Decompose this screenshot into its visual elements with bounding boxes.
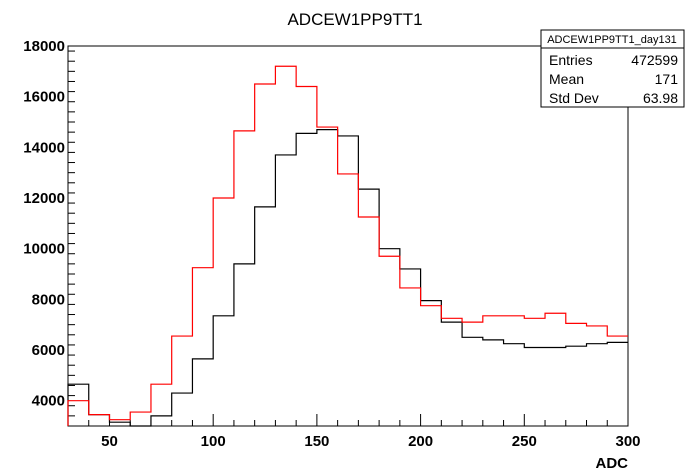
histogram-series-2 [67, 65, 628, 426]
y-tick-label: 10000 [23, 241, 65, 258]
x-axis: 50 100 150 200 250 300 [67, 414, 641, 450]
series-group [67, 65, 628, 427]
x-tick-label: 100 [201, 433, 226, 450]
y-tick-label: 6000 [32, 342, 65, 359]
stats-entries-label: Entries [549, 52, 593, 68]
x-axis-title: ADC [596, 455, 629, 472]
chart-title: ADCEW1PP9TT1 [287, 10, 422, 29]
stats-stddev-label: Std Dev [549, 90, 599, 106]
y-axis: 4000 6000 8000 10000 12000 14000 16000 18000 [23, 38, 75, 427]
stats-box-frame [540, 29, 685, 108]
plot-frame [67, 45, 629, 427]
y-tick-label: 14000 [23, 139, 65, 156]
stats-mean-label: Mean [549, 71, 584, 87]
x-tick-label: 50 [101, 433, 118, 450]
y-tick-label: 16000 [23, 89, 65, 106]
y-tick-label: 12000 [23, 190, 65, 207]
stats-mean-value: 171 [655, 71, 679, 87]
y-tick-label: 8000 [32, 291, 65, 308]
y-tick-label: 4000 [32, 393, 65, 410]
x-tick-label: 150 [304, 433, 329, 450]
stats-box-header: ADCEW1PP9TT1_day131 [547, 34, 677, 46]
stats-stddev-value: 63.98 [643, 90, 678, 106]
stats-entries-value: 472599 [631, 52, 678, 68]
plot-area-border [67, 45, 629, 427]
stats-box: ADCEW1PP9TT1_day131 Entries 472599 Mean … [540, 29, 685, 108]
y-tick-label: 18000 [23, 38, 65, 55]
x-tick-label: 200 [408, 433, 433, 450]
x-tick-label: 250 [512, 433, 537, 450]
x-tick-label: 300 [615, 433, 640, 450]
